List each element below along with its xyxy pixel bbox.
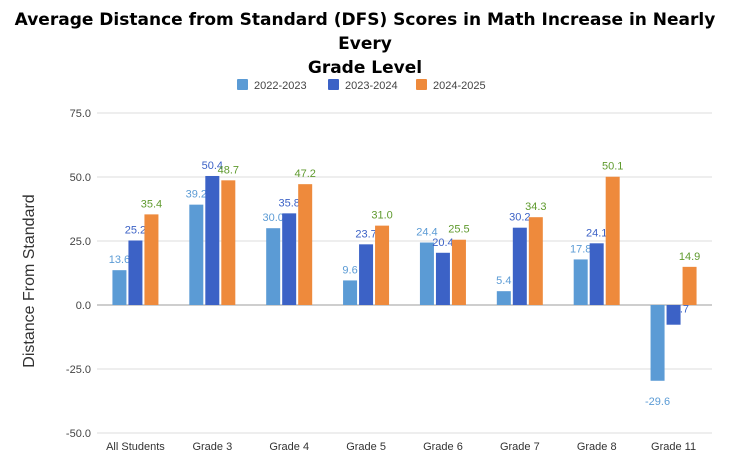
bar	[512, 227, 527, 305]
x-tick-label: Grade 8	[577, 441, 617, 453]
data-label: 23.7	[355, 228, 376, 240]
data-label: 25.2	[125, 224, 146, 236]
bar	[451, 239, 466, 305]
data-label: 25.5	[448, 224, 469, 236]
data-label: 30.0	[262, 212, 283, 224]
bar	[650, 305, 665, 381]
data-label: 31.0	[371, 210, 392, 222]
bar	[221, 180, 236, 305]
x-tick-label: Grade 11	[651, 441, 696, 453]
chart-title-line-2: Grade Level	[307, 58, 423, 78]
bar	[282, 213, 297, 305]
y-tick-label: 75.0	[70, 108, 91, 120]
bar	[266, 228, 281, 305]
data-label: 47.2	[294, 168, 315, 180]
bar	[189, 204, 204, 305]
bar	[496, 291, 511, 305]
data-label: 39.2	[186, 189, 207, 201]
bar	[359, 244, 374, 305]
y-tick-label: 0.0	[76, 300, 91, 312]
data-label: 14.9	[679, 251, 700, 263]
bar	[375, 225, 390, 305]
data-label: 20.4	[432, 237, 453, 249]
data-label: 24.1	[586, 227, 607, 239]
x-tick-label: Grade 6	[423, 441, 463, 453]
legend-label: 2024-2025	[433, 80, 486, 92]
y-tick-label: 50.0	[70, 172, 91, 184]
data-label: 13.6	[109, 254, 130, 266]
bar	[128, 240, 143, 305]
data-label: 17.8	[570, 243, 591, 255]
data-label: 50.4	[202, 160, 223, 172]
legend-label: 2022-2023	[254, 80, 307, 92]
chart-title: Average Distance from Standard (DFS) Sco…	[0, 8, 730, 80]
x-tick-label: All Students	[106, 441, 165, 453]
bar	[205, 175, 220, 305]
data-label: 34.3	[525, 201, 546, 213]
bar	[343, 280, 358, 305]
y-tick-label: 25.0	[70, 236, 91, 248]
x-tick-label: Grade 3	[192, 441, 232, 453]
legend-label: 2023-2024	[345, 80, 398, 92]
bar	[682, 266, 697, 305]
data-label: 48.7	[218, 164, 239, 176]
data-label: 35.4	[141, 198, 162, 210]
bar	[112, 270, 127, 305]
x-tick-label: Grade 7	[500, 441, 540, 453]
data-label: 5.4	[496, 275, 511, 287]
bar	[419, 242, 434, 305]
data-label: -29.6	[645, 396, 670, 408]
data-label: 30.2	[509, 212, 530, 224]
bar	[589, 243, 604, 305]
legend-swatch	[237, 79, 248, 90]
bar	[666, 305, 681, 325]
data-label: 50.1	[602, 161, 623, 173]
bar	[144, 214, 159, 305]
y-tick-label: -25.0	[66, 364, 91, 376]
data-label: -7.7	[670, 304, 689, 316]
data-label: 24.4	[416, 227, 437, 239]
bar	[528, 217, 543, 305]
legend-swatch	[416, 79, 427, 90]
legend-swatch	[328, 79, 339, 90]
data-label: 35.8	[278, 197, 299, 209]
chart-title-line-1: Average Distance from Standard (DFS) Sco…	[14, 10, 716, 54]
y-tick-label: -50.0	[66, 428, 91, 440]
data-label: 9.6	[342, 264, 357, 276]
bar	[298, 184, 313, 305]
y-axis-title: Distance From Standard	[21, 194, 38, 367]
x-tick-label: Grade 4	[269, 441, 309, 453]
bar	[605, 176, 620, 305]
bar	[435, 252, 450, 305]
bar	[573, 259, 588, 305]
x-tick-label: Grade 5	[346, 441, 386, 453]
